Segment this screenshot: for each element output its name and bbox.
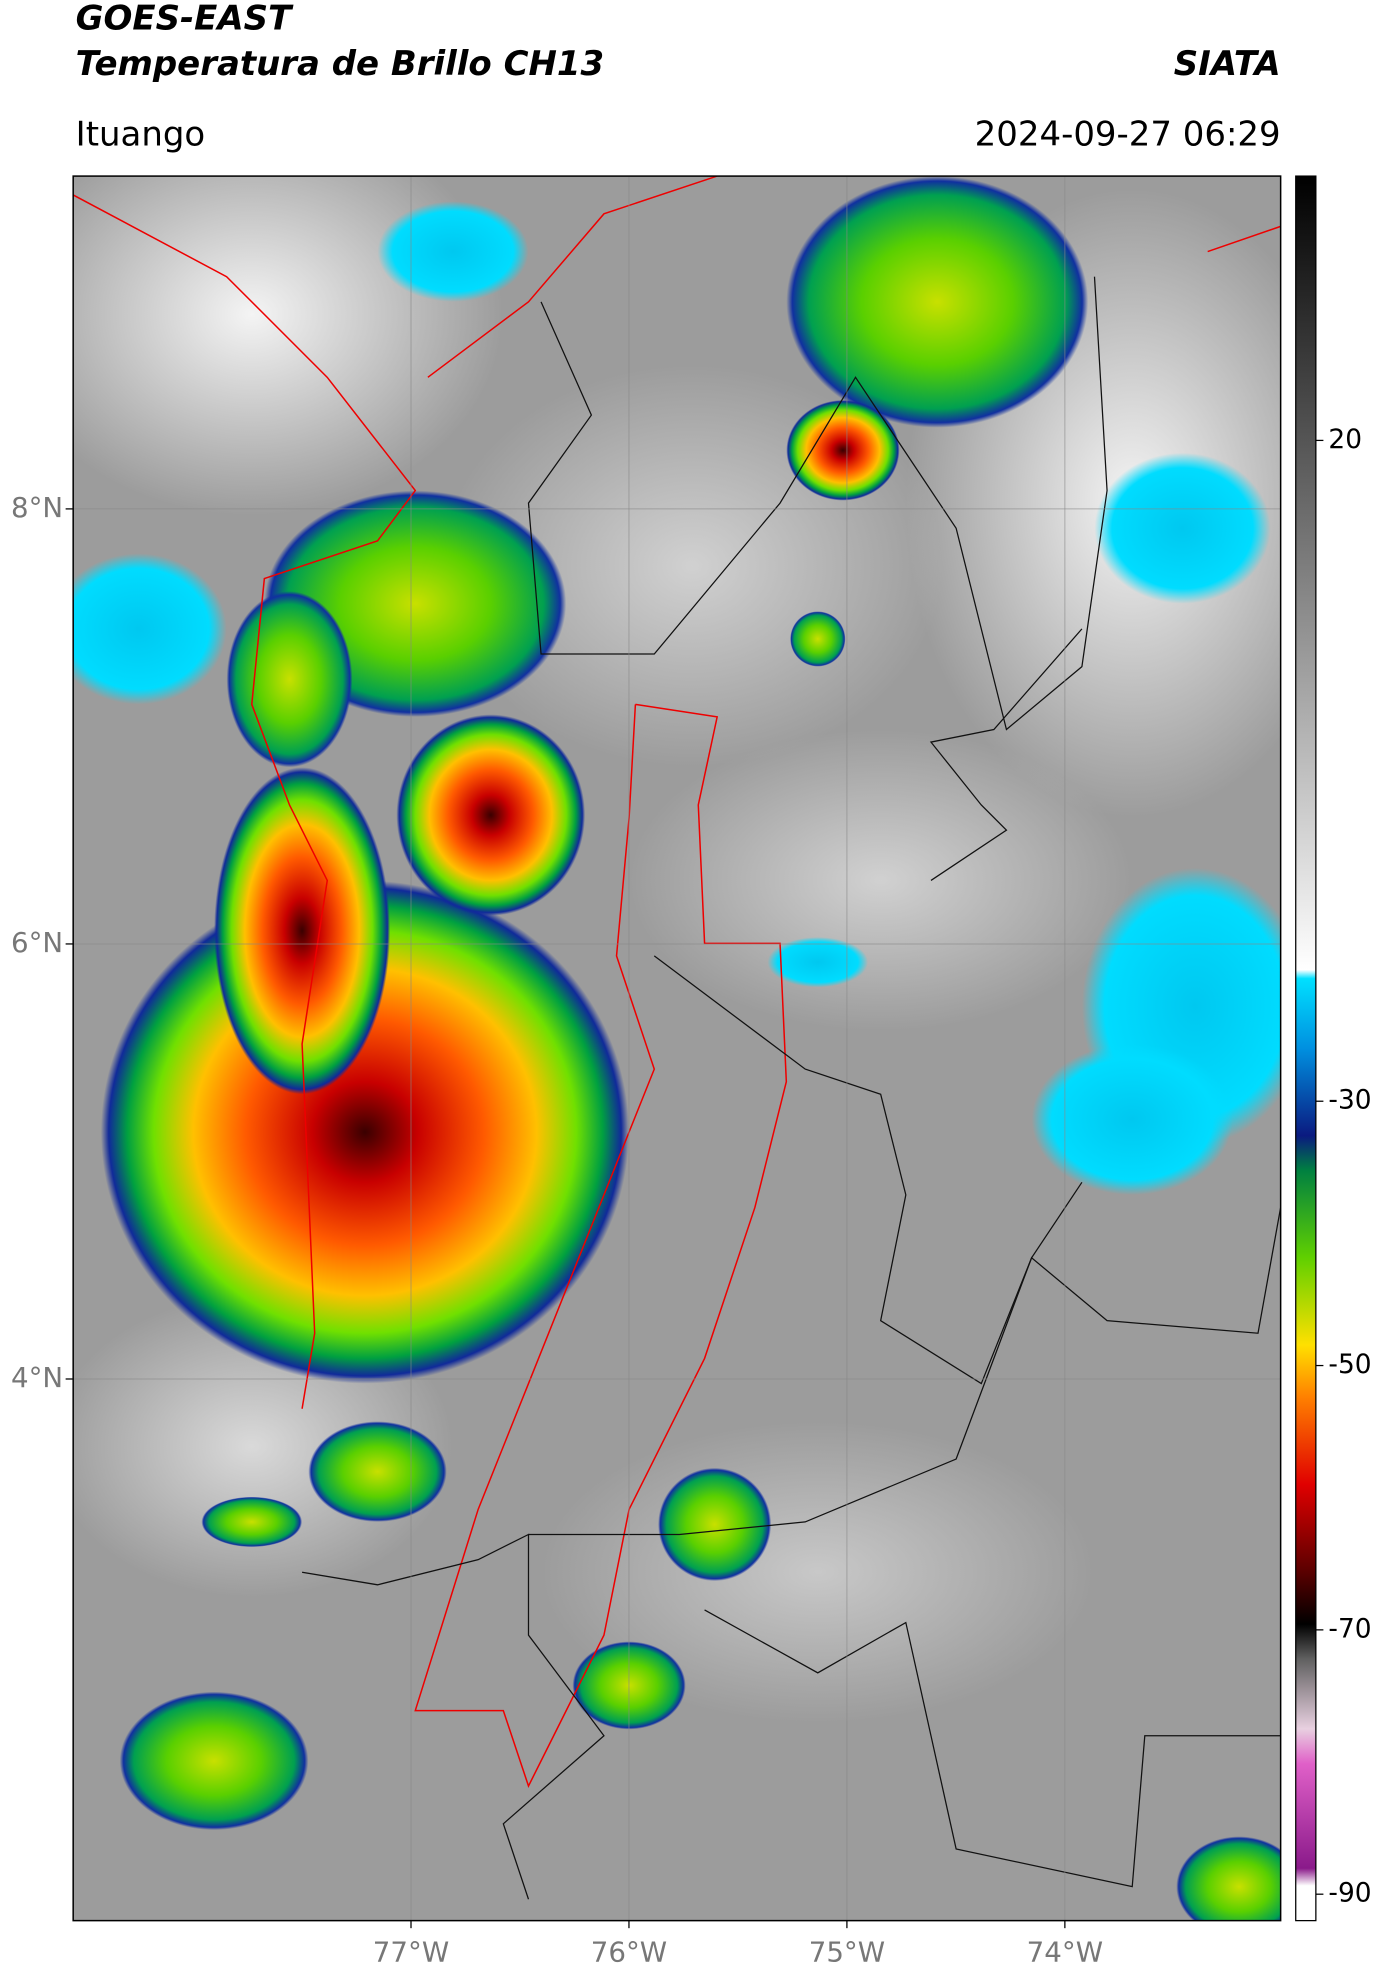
y-tick-label: 6°N <box>11 926 63 959</box>
colorbar-tick-label: -70 <box>1328 1613 1371 1644</box>
graticule <box>65 176 1281 1929</box>
x-tick-label: 77°W <box>373 1935 449 1968</box>
y-tick-label: 8°N <box>11 491 63 524</box>
x-tick-label: 76°W <box>591 1935 667 1968</box>
map-frame <box>72 175 1282 1922</box>
subtitle: Temperatura de Brillo CH13 <box>76 44 604 84</box>
x-tick-label: 74°W <box>1027 1935 1103 1968</box>
datetime: 2024-09-27 06:29 <box>975 114 1281 154</box>
location: Ituango <box>76 114 206 154</box>
colorbar-tick-label: -30 <box>1328 1085 1371 1116</box>
colorbar-tick-label: -90 <box>1328 1878 1371 1909</box>
x-tick-label: 75°W <box>809 1935 885 1968</box>
source: SIATA <box>1174 44 1281 84</box>
title: GOES-EAST <box>76 0 294 39</box>
y-tick-label: 4°N <box>11 1361 63 1394</box>
colorbar-tick-label: 20 <box>1328 424 1362 455</box>
satellite-image <box>73 176 1281 1921</box>
colorbar-tick-label: -50 <box>1328 1349 1371 1380</box>
colorbar <box>1295 175 1317 1922</box>
